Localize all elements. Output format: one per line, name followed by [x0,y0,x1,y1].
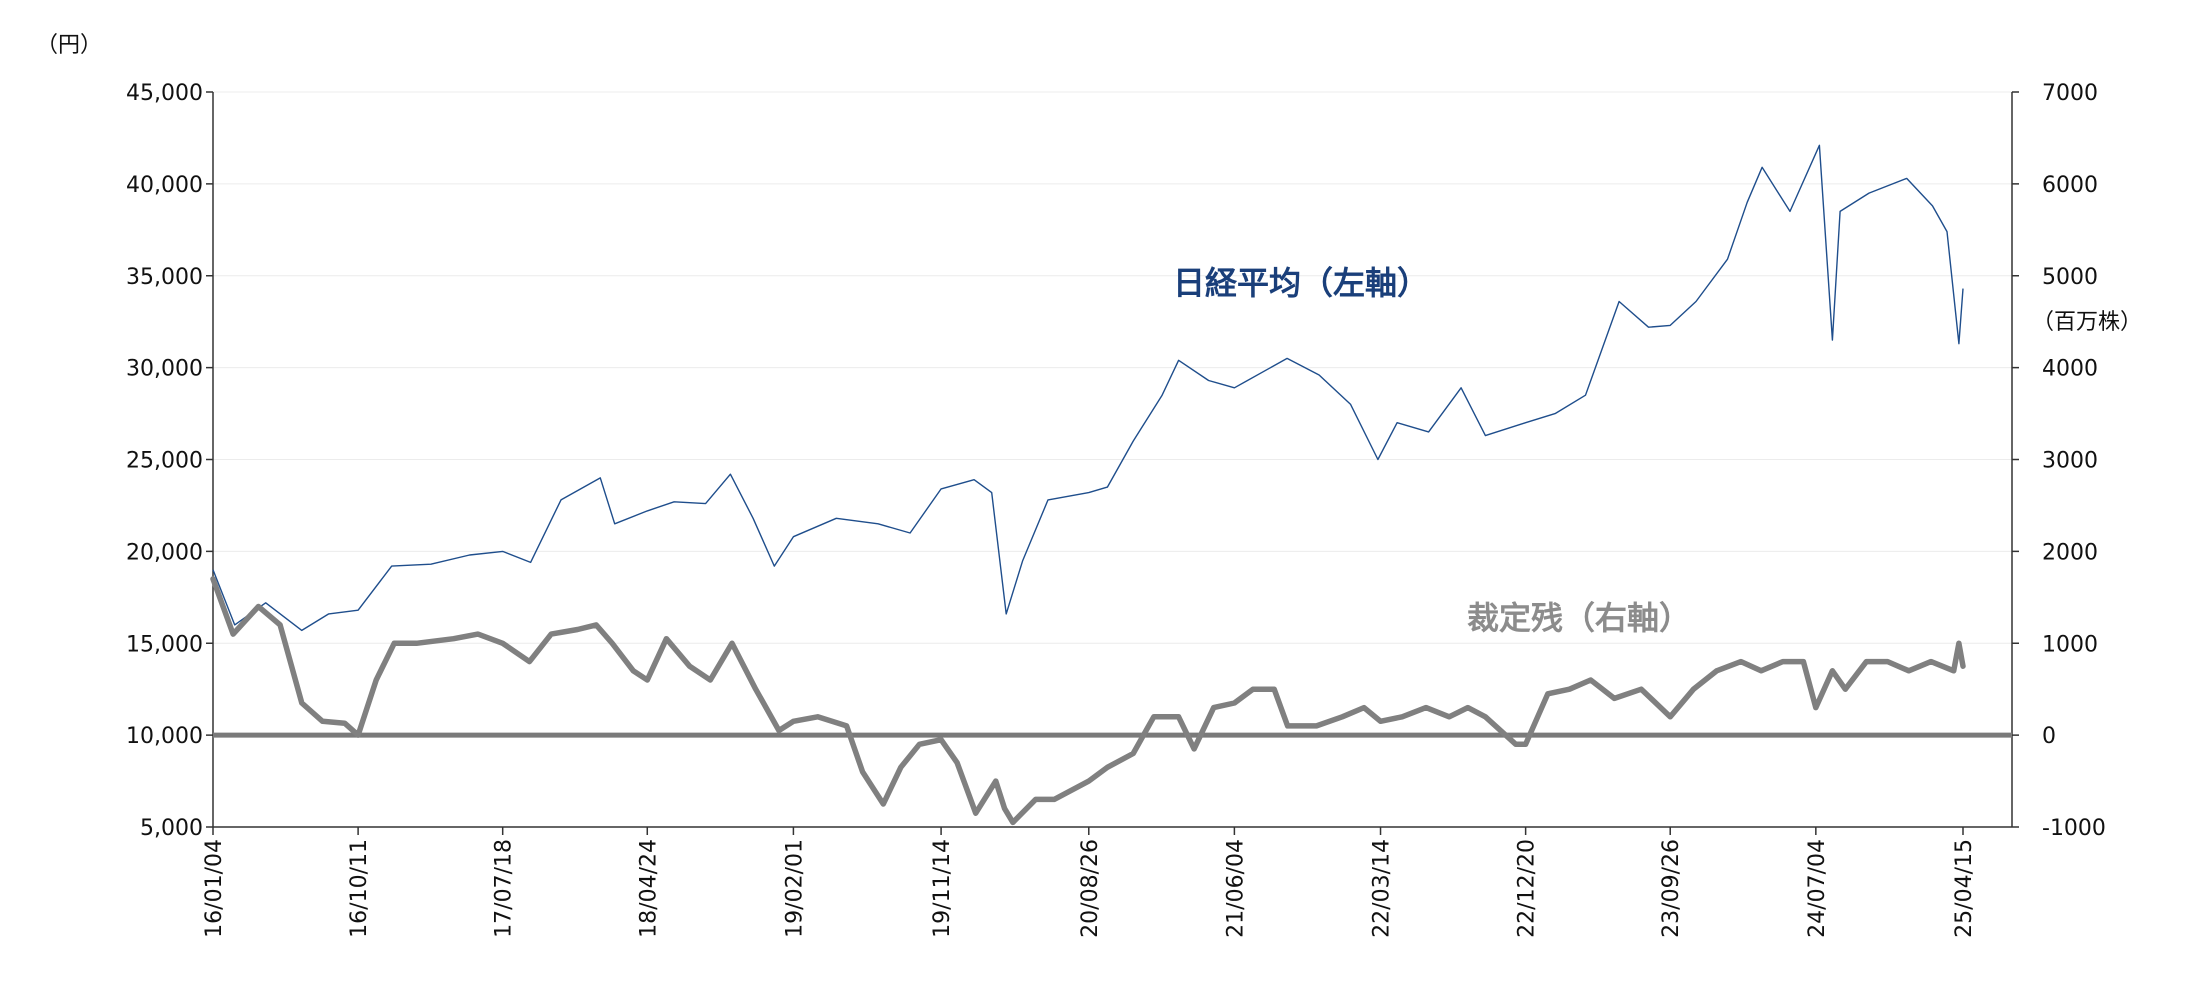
y-left-tick-label: 10,000 [126,724,203,749]
x-tick-labels: 16/01/04 16/10/11 17/07/18 18/04/24 19/02/01… [202,827,1977,938]
y-left-tick-label: 25,000 [126,449,203,474]
y-right-tick-label: 4000 [2042,357,2098,382]
left-axis-unit: （円） [36,33,102,58]
x-tick-label: 20/08/26 [1078,839,1103,938]
y-left-tick-labels: 45,000 40,000 35,000 30,000 25,000 20,000 15,0… [126,81,213,841]
x-tick-label: 22/03/14 [1370,839,1395,938]
x-tick-label: 23/09/26 [1659,839,1684,938]
x-tick-label: 19/02/01 [782,839,807,938]
y-right-tick-labels: 7000 6000 5000 4000 3000 2000 1000 0 -1000 [2012,81,2106,841]
x-tick-label: 25/04/15 [1952,839,1977,938]
gridlines [213,91,2012,736]
y-right-tick-label: 2000 [2042,540,2098,565]
x-tick-label: 16/01/04 [202,839,227,938]
y-left-tick-label: 40,000 [126,173,203,198]
x-tick-label: 24/07/04 [1805,839,1830,938]
y-right-tick-label: 1000 [2042,632,2098,657]
series-arbitrage-line [210,576,1966,826]
y-right-tick-label: -1000 [2042,816,2106,841]
x-tick-label: 19/11/14 [930,839,955,938]
y-left-tick-label: 45,000 [126,81,203,106]
y-right-tick-label: 3000 [2042,449,2098,474]
y-left-tick-label: 30,000 [126,357,203,382]
x-tick-label: 22/12/20 [1515,839,1540,938]
series-nikkei-line [212,144,1964,632]
y-left-tick-label: 15,000 [126,632,203,657]
series-label-nikkei: 日経平均（左軸） [1173,264,1429,302]
y-right-tick-label: 7000 [2042,81,2098,106]
x-tick-label: 17/07/18 [492,839,517,938]
y-left-tick-label: 35,000 [126,265,203,290]
right-axis-unit: （百万株） [2032,310,2142,335]
x-tick-label: 18/04/24 [636,839,661,938]
y-right-tick-label: 0 [2042,724,2056,749]
y-right-tick-label: 6000 [2042,173,2098,198]
x-tick-label: 16/10/11 [347,839,372,938]
x-tick-label: 21/06/04 [1223,839,1248,938]
y-right-tick-label: 5000 [2042,265,2098,290]
y-left-tick-label: 20,000 [126,540,203,565]
series-label-arbitrage: 裁定残（右軸） [1467,599,1691,637]
y-left-tick-label: 5,000 [140,816,203,841]
